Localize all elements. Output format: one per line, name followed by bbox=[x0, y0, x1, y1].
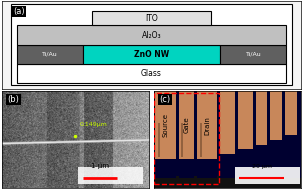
Bar bbox=[271, 91, 282, 140]
Bar bbox=[217, 177, 220, 188]
Bar bbox=[92, 11, 211, 26]
Text: (c): (c) bbox=[160, 95, 171, 104]
Text: Drain: Drain bbox=[204, 116, 210, 135]
Bar bbox=[282, 177, 285, 188]
Bar bbox=[155, 91, 176, 159]
Text: Glass: Glass bbox=[141, 69, 162, 78]
Bar bbox=[268, 177, 271, 188]
Bar bbox=[154, 178, 301, 188]
Bar bbox=[268, 91, 271, 183]
Bar bbox=[235, 167, 300, 184]
Bar bbox=[181, 123, 182, 157]
Bar bbox=[176, 91, 179, 183]
Bar bbox=[238, 91, 253, 149]
Bar bbox=[256, 91, 268, 145]
Text: 0.149μm: 0.149μm bbox=[80, 122, 108, 127]
Text: (a): (a) bbox=[14, 7, 25, 16]
Bar bbox=[154, 93, 219, 184]
Text: 1 μm: 1 μm bbox=[91, 163, 109, 169]
Bar bbox=[235, 177, 238, 188]
Bar bbox=[82, 45, 221, 64]
Bar bbox=[78, 167, 143, 184]
Bar bbox=[16, 26, 287, 45]
Bar bbox=[194, 177, 197, 188]
Bar bbox=[282, 91, 285, 183]
Text: Al₂O₃: Al₂O₃ bbox=[142, 31, 161, 40]
Text: 20 μm: 20 μm bbox=[251, 164, 271, 169]
Bar bbox=[179, 91, 194, 159]
Bar bbox=[253, 91, 256, 183]
Bar bbox=[194, 91, 197, 183]
Bar bbox=[200, 123, 202, 157]
Bar bbox=[253, 177, 256, 188]
Bar bbox=[158, 123, 160, 157]
Text: Ti/Au: Ti/Au bbox=[42, 52, 57, 57]
Bar bbox=[235, 91, 238, 183]
Text: (b): (b) bbox=[8, 95, 19, 104]
Bar bbox=[176, 177, 179, 188]
Bar bbox=[16, 64, 287, 83]
Bar bbox=[217, 91, 220, 183]
Bar bbox=[197, 91, 217, 159]
Bar bbox=[285, 91, 297, 135]
Text: ZnO NW: ZnO NW bbox=[134, 50, 169, 59]
Text: Ti/Au: Ti/Au bbox=[246, 52, 261, 57]
Bar bbox=[16, 45, 82, 64]
Bar bbox=[220, 91, 235, 154]
Text: ITO: ITO bbox=[145, 14, 158, 22]
Bar bbox=[221, 45, 286, 64]
Text: Gate: Gate bbox=[183, 117, 189, 133]
Text: Source: Source bbox=[162, 113, 168, 137]
